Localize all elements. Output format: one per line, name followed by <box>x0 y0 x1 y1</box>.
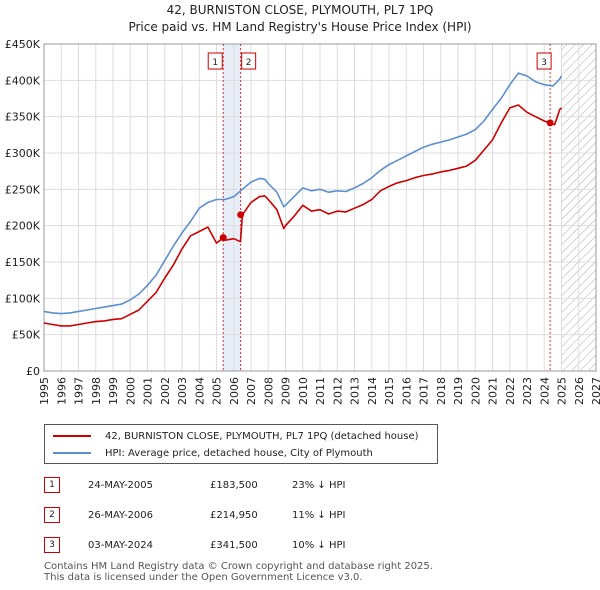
x-tick-label: 2005 <box>211 377 224 405</box>
chart-legend: 42, BURNISTON CLOSE, PLYMOUTH, PL7 1PQ (… <box>44 424 438 464</box>
sale-label-number: 2 <box>246 58 252 68</box>
legend-label-property: 42, BURNISTON CLOSE, PLYMOUTH, PL7 1PQ (… <box>105 430 419 442</box>
y-tick-label: £150K <box>5 256 41 269</box>
legend-label-hpi: HPI: Average price, detached house, City… <box>105 447 373 459</box>
chart-title: 42, BURNISTON CLOSE, PLYMOUTH, PL7 1PQ P… <box>0 2 600 36</box>
sale-label-box: 2 <box>241 52 257 70</box>
sale-label-frame <box>241 52 257 70</box>
sale-label-frame <box>207 52 223 70</box>
x-tick-label: 2010 <box>297 377 310 405</box>
y-tick-label: £450K <box>5 38 41 51</box>
y-tick-label: £50K <box>12 329 41 342</box>
sale-label-box: 1 <box>207 52 223 70</box>
sale-label-frame <box>536 52 552 70</box>
x-tick-label: 2013 <box>349 377 362 405</box>
legend-item-property: 42, BURNISTON CLOSE, PLYMOUTH, PL7 1PQ (… <box>53 428 419 444</box>
sale-point <box>546 119 554 127</box>
sale-label-number: 3 <box>541 58 547 68</box>
x-tick-label: 2016 <box>400 377 413 405</box>
x-tick-label: 2019 <box>452 377 465 405</box>
x-tick-label: 2023 <box>521 377 534 405</box>
legend-swatch-hpi <box>53 452 91 454</box>
x-tick-label: 2017 <box>418 377 431 405</box>
x-tick-label: 2003 <box>176 377 189 405</box>
footer-line-2: This data is licensed under the Open Gov… <box>44 572 363 583</box>
sales-row: 2 26-MAY-2006 £214,950 11% ↓ HPI <box>44 500 345 530</box>
x-tick-label: 1997 <box>73 377 86 405</box>
x-tick-label: 2006 <box>228 377 241 405</box>
y-tick-label: £0 <box>26 365 40 378</box>
title-line-2: Price paid vs. HM Land Registry's House … <box>128 20 472 34</box>
price-chart: £0 £50K £100K £150K £200K £250K £300K £350K £400… <box>5 38 600 405</box>
y-tick-label: £200K <box>5 220 41 233</box>
y-tick-label: £400K <box>5 74 41 87</box>
x-tick-label: 2020 <box>469 377 482 405</box>
x-tick-label: 2009 <box>280 377 293 405</box>
x-tick-label: 2015 <box>383 377 396 405</box>
x-tick-label: 2000 <box>124 377 137 405</box>
sales-row: 3 03-MAY-2024 £341,500 10% ↓ HPI <box>44 530 345 560</box>
plot-border <box>43 43 597 372</box>
footer-line-1: Contains HM Land Registry data © Crown c… <box>44 561 433 572</box>
sale-date: 03-MAY-2024 <box>88 539 154 551</box>
x-tick-label: 2007 <box>245 377 258 405</box>
sale-label-number: 1 <box>212 58 218 68</box>
x-tick-label: 2012 <box>331 377 344 405</box>
sale-label-box: 3 <box>536 52 552 70</box>
x-tick-label: 2004 <box>193 377 206 405</box>
sale-number-badge: 2 <box>44 507 60 523</box>
legend-swatch-property <box>53 435 91 437</box>
y-tick-label: £300K <box>5 147 41 160</box>
sale-hpi-diff: 11% ↓ HPI <box>292 509 346 521</box>
x-tick-label: 1998 <box>90 377 103 405</box>
sales-table: 1 24-MAY-2005 £183,500 23% ↓ HPI 2 26-MA… <box>44 470 345 560</box>
y-tick-label: £350K <box>5 111 41 124</box>
x-tick-label: 2024 <box>538 377 551 405</box>
x-tick-label: 1996 <box>55 377 68 405</box>
legend-item-hpi: HPI: Average price, detached house, City… <box>53 445 373 461</box>
footer: Contains HM Land Registry data © Crown c… <box>44 561 433 583</box>
x-tick-label: 2022 <box>504 377 517 405</box>
x-tick-label: 2026 <box>573 377 586 405</box>
x-tick-label: 2001 <box>142 377 155 405</box>
sale-price: £214,950 <box>210 509 258 521</box>
x-tick-label: 2011 <box>314 377 327 405</box>
x-tick-label: 2018 <box>435 377 448 405</box>
sale-number-badge: 1 <box>44 477 60 493</box>
sale-hpi-diff: 10% ↓ HPI <box>292 539 346 551</box>
sale-point <box>237 211 245 219</box>
title-line-1: 42, BURNISTON CLOSE, PLYMOUTH, PL7 1PQ <box>166 3 434 17</box>
y-tick-label: £250K <box>5 183 41 196</box>
sale-highlight-band <box>223 44 241 371</box>
sale-date: 24-MAY-2005 <box>88 479 154 491</box>
y-tick-label: £100K <box>5 292 41 305</box>
x-tick-label: 2008 <box>262 377 275 405</box>
sale-price: £183,500 <box>210 479 258 491</box>
x-tick-label: 2014 <box>366 377 379 405</box>
price-paid-line <box>43 104 563 327</box>
sale-price: £341,500 <box>210 539 258 551</box>
sales-row: 1 24-MAY-2005 £183,500 23% ↓ HPI <box>44 470 345 500</box>
sale-number-badge: 3 <box>44 537 60 553</box>
x-tick-label: 1995 <box>38 377 51 405</box>
sale-date: 26-MAY-2006 <box>88 509 154 521</box>
x-tick-label: 2027 <box>590 377 600 405</box>
hpi-line <box>43 72 563 315</box>
sale-hpi-diff: 23% ↓ HPI <box>292 479 346 491</box>
x-tick-label: 2002 <box>159 377 172 405</box>
x-tick-label: 2021 <box>487 377 500 405</box>
sale-point <box>219 234 227 242</box>
x-tick-label: 2025 <box>556 377 569 405</box>
x-tick-label: 1999 <box>107 377 120 405</box>
